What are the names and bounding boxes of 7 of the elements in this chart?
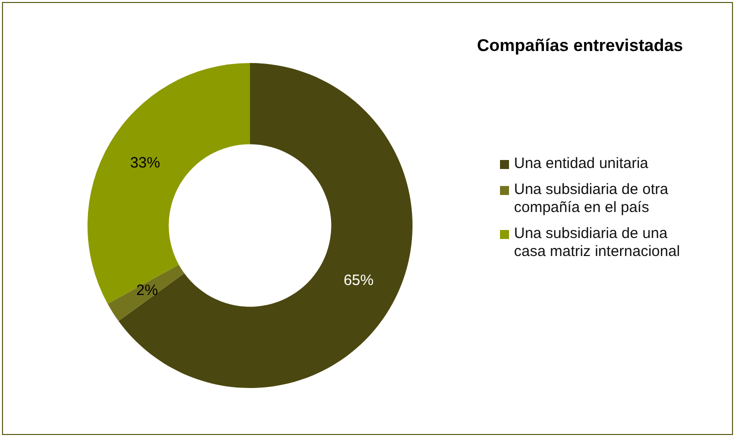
legend-label: Una subsidiaria de otra compañía en el país <box>513 181 670 217</box>
data-label: 33% <box>130 154 160 172</box>
legend-label: Una entidad unitaria <box>513 155 650 173</box>
data-label: 2% <box>136 282 158 299</box>
data-label: 65% <box>344 272 374 289</box>
legend-label: Una subsidiaria de una casa matriz internacional <box>513 225 680 261</box>
chart-title: Compañías entrevistadas <box>476 36 684 56</box>
